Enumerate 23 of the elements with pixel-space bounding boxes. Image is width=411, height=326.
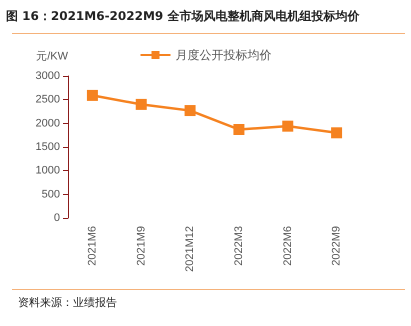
x-tick-label: 2022M6 bbox=[282, 226, 294, 266]
y-tick-label: 2500 bbox=[36, 94, 60, 106]
y-tick-label: 2000 bbox=[36, 117, 60, 130]
x-tick-label: 2022M9 bbox=[330, 226, 343, 266]
y-tick-label: 500 bbox=[42, 188, 60, 200]
point bbox=[233, 124, 244, 135]
x-tick-label: 2021M6 bbox=[86, 226, 98, 266]
point bbox=[184, 105, 196, 116]
y-tick-label: 3000 bbox=[36, 70, 60, 82]
y-axis-title: 元/KW bbox=[36, 50, 69, 62]
x-tick-label: 2021M9 bbox=[135, 226, 148, 266]
text: 资料来源：业绩报告 bbox=[18, 295, 117, 310]
x-tick-label: 2022M3 bbox=[232, 226, 245, 266]
chart-title: 图 16：2021M6-2022M9 全市场风电整机商风电机组投标均价 bbox=[6, 8, 360, 25]
point bbox=[282, 120, 294, 132]
y-tick-label: 1000 bbox=[36, 164, 60, 177]
point bbox=[136, 98, 147, 110]
x-tick-label: 2021M12 bbox=[184, 226, 196, 272]
y-tick-label: 1500 bbox=[36, 141, 60, 153]
y-tick-label: 0 bbox=[54, 212, 60, 224]
point bbox=[331, 127, 342, 138]
point bbox=[86, 90, 98, 101]
legend-label: 月度公开投标均价 bbox=[176, 48, 272, 62]
